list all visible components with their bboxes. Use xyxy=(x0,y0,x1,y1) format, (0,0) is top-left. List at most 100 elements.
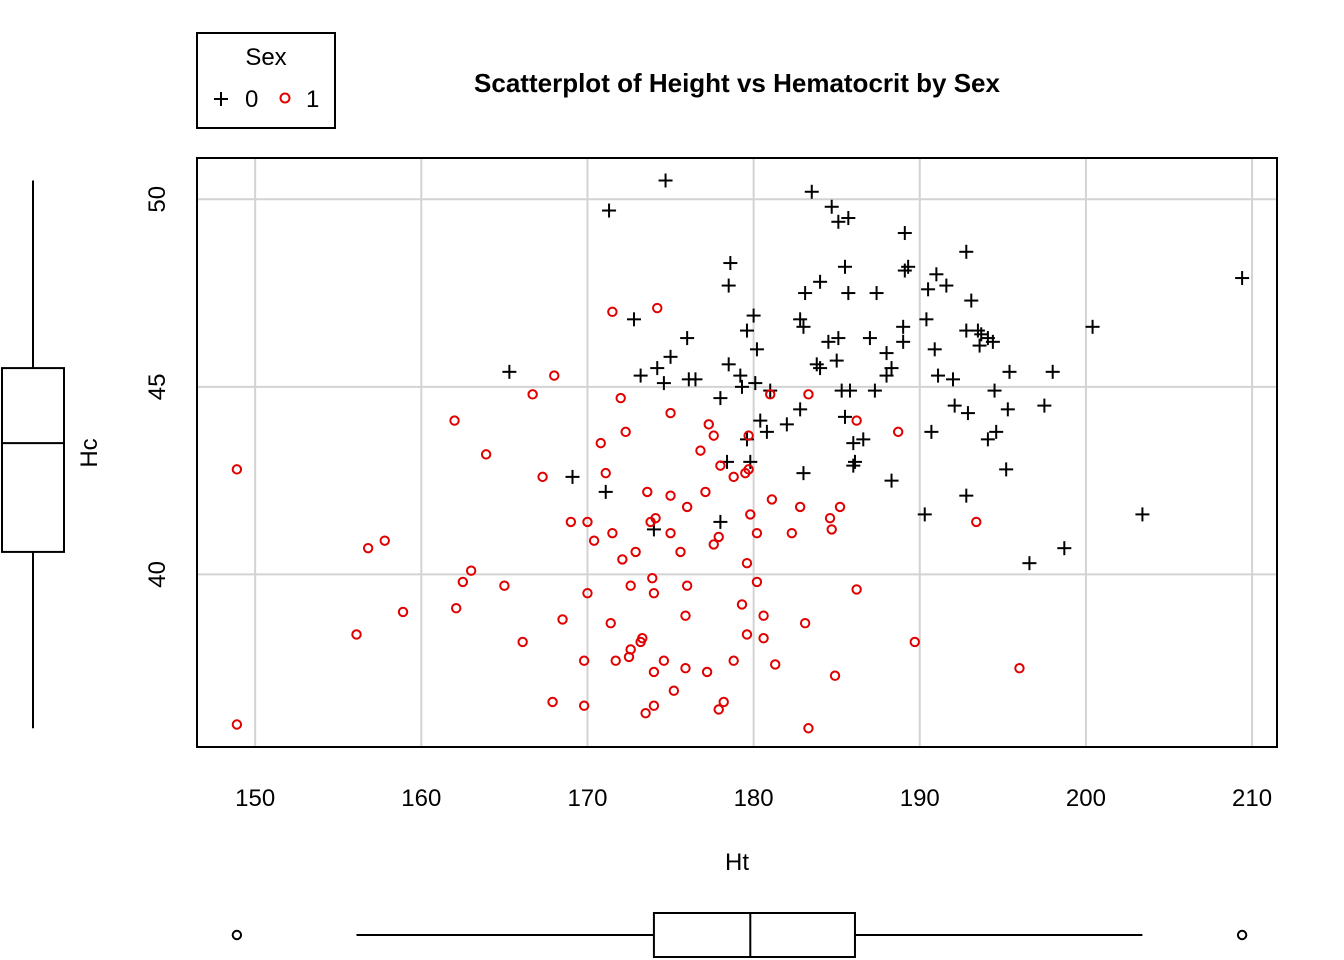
point-sex-0 xyxy=(959,244,974,259)
point-sex-1 xyxy=(713,704,724,715)
point-sex-1 xyxy=(449,415,460,426)
point-sex-1 xyxy=(379,535,390,546)
point-sex-1 xyxy=(713,531,724,543)
point-sex-1 xyxy=(640,708,651,719)
point-sex-1 xyxy=(457,576,469,588)
point-sex-1 xyxy=(665,527,676,539)
x-axis-label: Ht xyxy=(725,849,749,876)
point-sex-0 xyxy=(779,417,794,432)
point-sex-0 xyxy=(753,413,768,428)
point-sex-1 xyxy=(465,565,477,576)
point-sex-1 xyxy=(675,546,686,558)
point-sex-0 xyxy=(1045,364,1060,379)
point-sex-0 xyxy=(650,361,665,376)
point-sex-0 xyxy=(796,466,811,481)
point-sex-0 xyxy=(879,346,894,361)
point-sex-0 xyxy=(721,278,736,293)
point-sex-0 xyxy=(856,432,871,447)
point-sex-1 xyxy=(648,587,660,599)
point-sex-0 xyxy=(813,361,828,376)
point-sex-1 xyxy=(680,663,691,674)
point-sex-0 xyxy=(793,402,808,417)
y-axis-ticks: 40 45 50 xyxy=(144,186,171,588)
point-sex-1 xyxy=(680,610,691,621)
point-sex-1 xyxy=(803,723,814,734)
point-sex-1 xyxy=(718,696,729,708)
point-sex-0 xyxy=(947,398,962,413)
point-sex-1 xyxy=(665,490,676,501)
legend-entry-0: 0 xyxy=(245,86,258,113)
point-sex-1 xyxy=(648,700,660,711)
x-box-outlier xyxy=(231,929,243,941)
y-tick-label: 50 xyxy=(144,186,171,213)
point-sex-0 xyxy=(824,199,839,214)
point-sex-0 xyxy=(862,331,877,346)
point-sex-1 xyxy=(700,486,711,498)
point-sex-0 xyxy=(927,342,942,357)
point-sex-1 xyxy=(231,719,243,730)
point-sex-0 xyxy=(921,282,936,297)
point-sex-0 xyxy=(723,256,738,271)
point-sex-1 xyxy=(480,449,492,460)
point-sex-1 xyxy=(715,460,726,471)
legend-box xyxy=(196,32,336,129)
point-sex-0 xyxy=(749,342,764,357)
point-sex-0 xyxy=(841,211,856,226)
point-sex-0 xyxy=(829,353,844,368)
point-sex-1 xyxy=(527,389,538,400)
point-sex-1 xyxy=(851,415,862,426)
point-sex-1 xyxy=(728,471,739,483)
point-sex-0 xyxy=(939,278,954,293)
point-sex-0 xyxy=(1000,402,1015,417)
point-sex-1 xyxy=(547,696,558,708)
point-sex-1 xyxy=(829,670,841,681)
point-sex-1 xyxy=(799,617,811,629)
x-tick-label: 190 xyxy=(900,785,940,812)
point-sex-0 xyxy=(917,507,932,522)
point-sex-1 xyxy=(758,610,769,621)
legend-title: Sex xyxy=(245,44,286,71)
point-sex-0 xyxy=(1037,398,1052,413)
point-sex-1 xyxy=(625,580,636,591)
point-sex-0 xyxy=(959,488,974,503)
point-sex-0 xyxy=(989,424,1004,439)
point-sex-0 xyxy=(831,331,846,346)
x-marginal-boxplot xyxy=(231,912,1248,958)
point-sex-0 xyxy=(748,376,763,391)
point-sex-0 xyxy=(897,226,912,241)
point-sex-0 xyxy=(798,286,813,301)
point-sex-0 xyxy=(896,319,911,334)
point-sex-0 xyxy=(980,432,995,447)
point-sex-0 xyxy=(1085,319,1100,334)
point-sex-1 xyxy=(451,602,462,614)
point-sex-1 xyxy=(578,700,590,711)
point-sex-1 xyxy=(701,666,713,678)
point-sex-0 xyxy=(739,323,754,338)
point-sex-0 xyxy=(931,368,946,383)
x-tick-label: 160 xyxy=(401,785,441,812)
data-points xyxy=(231,173,1250,734)
point-sex-0 xyxy=(1022,556,1037,571)
point-sex-0 xyxy=(929,267,944,282)
point-sex-1 xyxy=(751,527,763,539)
point-sex-1 xyxy=(557,614,568,625)
x-tick-label: 210 xyxy=(1232,785,1272,812)
point-sex-1 xyxy=(971,516,982,528)
point-sex-0 xyxy=(713,391,728,406)
point-sex-1 xyxy=(665,407,676,419)
point-sex-1 xyxy=(803,389,814,400)
point-sex-0 xyxy=(842,383,857,398)
point-sex-1 xyxy=(1014,663,1025,674)
point-sex-0 xyxy=(846,458,861,473)
point-sex-1 xyxy=(499,580,510,591)
point-sex-0 xyxy=(1135,507,1150,522)
legend-marker-circle xyxy=(279,92,291,104)
point-sex-1 xyxy=(740,467,751,479)
point-sex-1 xyxy=(745,509,756,520)
point-sex-1 xyxy=(708,430,719,441)
point-sex-1 xyxy=(708,539,719,550)
chart-title: Scatterplot of Height vs Hematocrit by S… xyxy=(474,68,1000,98)
plot-frame xyxy=(196,157,1278,748)
point-sex-1 xyxy=(741,557,753,569)
